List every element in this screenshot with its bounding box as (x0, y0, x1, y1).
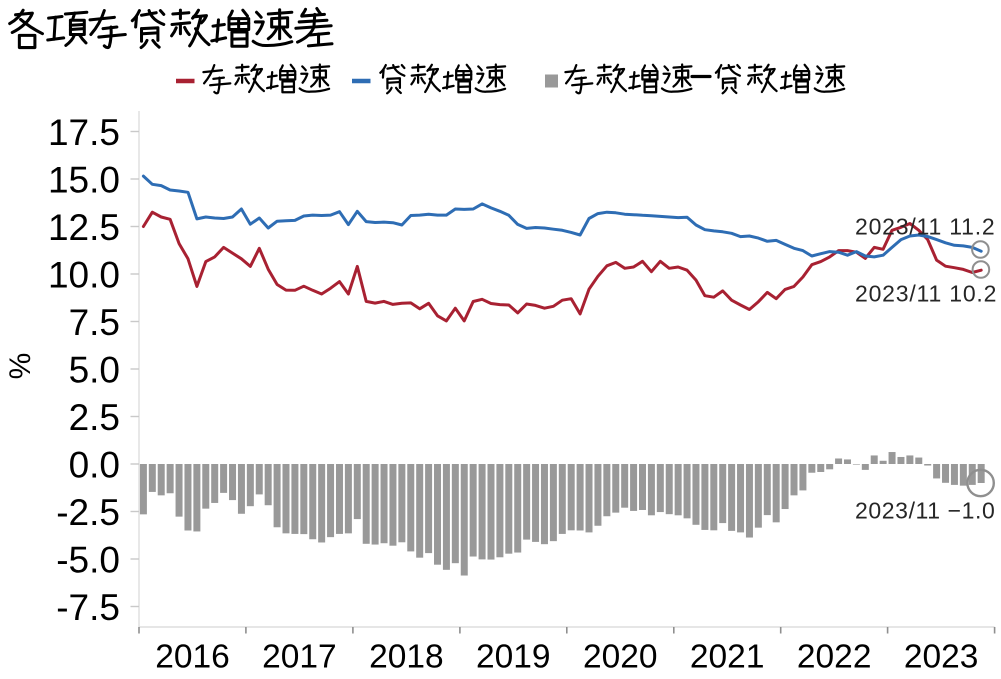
svg-text:2017: 2017 (262, 639, 337, 675)
svg-text:17.5: 17.5 (48, 112, 120, 153)
svg-text:2016: 2016 (155, 639, 230, 675)
svg-text:2018: 2018 (369, 639, 444, 675)
svg-text:-5.0: -5.0 (56, 540, 120, 581)
svg-text:-2.5: -2.5 (56, 492, 120, 533)
svg-text:15.0: 15.0 (48, 160, 120, 201)
svg-text:2023/11 −1.0: 2023/11 −1.0 (855, 498, 995, 524)
svg-text:2022: 2022 (797, 639, 872, 675)
svg-text:7.5: 7.5 (69, 302, 120, 343)
svg-text:10.0: 10.0 (48, 255, 120, 296)
svg-text:2.5: 2.5 (69, 397, 120, 438)
svg-text:2021: 2021 (690, 639, 765, 675)
svg-text:2019: 2019 (476, 639, 551, 675)
svg-text:0.0: 0.0 (69, 445, 120, 486)
svg-text:2023: 2023 (904, 639, 979, 675)
svg-text:2023/11 11.2: 2023/11 11.2 (855, 214, 995, 240)
svg-text:-7.5: -7.5 (56, 587, 120, 628)
svg-text:2020: 2020 (583, 639, 658, 675)
svg-text:%: % (4, 353, 37, 380)
svg-text:5.0: 5.0 (69, 350, 120, 391)
svg-text:2023/11 10.2: 2023/11 10.2 (855, 281, 997, 307)
svg-text:12.5: 12.5 (48, 207, 120, 248)
